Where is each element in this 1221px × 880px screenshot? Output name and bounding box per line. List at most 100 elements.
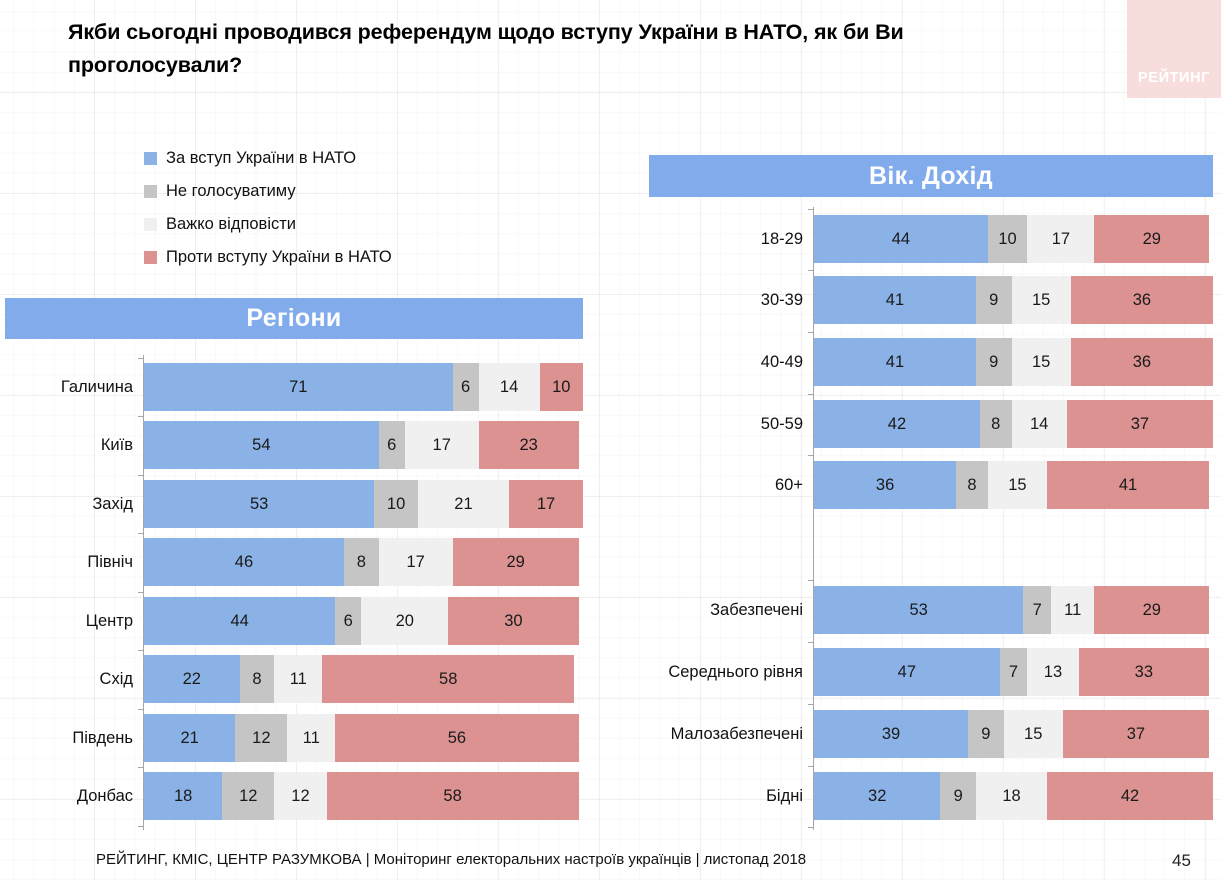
bar-segment: 8 <box>979 400 1012 448</box>
stacked-bar-row: 47 7 13 33 <box>814 648 1213 696</box>
bar-segment-value: 32 <box>868 786 887 805</box>
bar-segment: 71 <box>144 363 453 411</box>
stacked-bar-row: 41 9 15 36 <box>814 276 1213 324</box>
stacked-bar-row: 22 8 11 58 <box>144 655 583 703</box>
bar-category-label: 30-39 <box>760 291 803 309</box>
bar-category-label: 40-49 <box>760 353 803 371</box>
bar-segment: 11 <box>274 655 323 703</box>
legend-item-label: Важко відповісти <box>166 215 297 233</box>
bar-category-label: Бідні <box>766 787 803 805</box>
bar-segment-value: 10 <box>998 229 1017 248</box>
legend-item: За вступ України в НАТО <box>144 142 524 175</box>
bar-segment: 6 <box>335 597 362 645</box>
bar-segment-value: 29 <box>506 552 525 571</box>
stacked-bar-row: 36 8 15 41 <box>814 461 1213 509</box>
bar-category-label: Південь <box>72 729 133 747</box>
bar-segment: 13 <box>1027 648 1079 696</box>
bar-segment: 9 <box>975 338 1012 386</box>
axis-tick <box>808 331 814 333</box>
bar-segment-value: 14 <box>1029 414 1049 433</box>
bar-segment-value: 44 <box>891 229 911 248</box>
bar-segment: 10 <box>539 363 583 411</box>
axis-tick <box>808 208 814 210</box>
bar-segment-value: 9 <box>989 290 999 309</box>
bar-segment-value: 17 <box>1051 229 1071 248</box>
bar-segment-value: 18 <box>1002 786 1021 805</box>
bar-segment: 12 <box>274 772 327 820</box>
axis-tick <box>138 532 144 534</box>
bar-segment: 20 <box>361 597 449 645</box>
bar-segment: 8 <box>343 538 379 586</box>
bar-segment-value: 39 <box>881 724 901 743</box>
bar-segment-value: 44 <box>230 611 249 630</box>
bar-segment-value: 56 <box>447 728 467 747</box>
rating-logo-text: РЕЙТИНГ <box>1138 70 1210 86</box>
bar-segment: 54 <box>144 421 379 469</box>
bar-segment-value: 15 <box>1031 352 1051 371</box>
bar-segment: 33 <box>1078 648 1210 696</box>
bar-segment-value: 58 <box>439 669 458 688</box>
axis-tick <box>808 641 814 643</box>
bar-segment-value: 17 <box>536 494 556 513</box>
bar-segment: 17 <box>404 421 479 469</box>
bar-segment-value: 30 <box>504 611 523 630</box>
legend-item: Не голосуватиму <box>144 175 524 208</box>
right-chart-axis <box>813 207 814 830</box>
stacked-bar-row: 53 10 21 17 <box>144 480 583 528</box>
bar-segment: 30 <box>448 597 579 645</box>
bar-segment-value: 36 <box>1132 352 1152 371</box>
bar-segment: 44 <box>144 597 336 645</box>
bar-segment-value: 7 <box>1032 600 1042 619</box>
bar-segment-value: 13 <box>1043 662 1063 681</box>
axis-tick <box>808 393 814 395</box>
bar-segment: 15 <box>1011 276 1071 324</box>
bar-segment-value: 10 <box>386 494 406 513</box>
bar-segment: 18 <box>144 772 223 820</box>
bar-segment: 7 <box>999 648 1028 696</box>
bar-segment: 53 <box>144 480 375 528</box>
bar-segment-value: 11 <box>289 669 307 688</box>
bar-category-label: Центр <box>85 612 133 630</box>
bar-segment-value: 9 <box>981 724 991 743</box>
axis-tick <box>808 269 814 271</box>
bar-segment-value: 41 <box>885 352 905 371</box>
legend-item: Проти вступу України в НАТО <box>144 241 524 274</box>
bar-segment: 58 <box>322 655 575 703</box>
axis-tick <box>138 357 144 359</box>
bar-category-label: Донбас <box>76 787 133 805</box>
bar-category-label: Малозабезпечені <box>670 725 803 743</box>
stacked-bar-row: 44 6 20 30 <box>144 597 583 645</box>
bar-category-label: Північ <box>87 553 133 571</box>
axis-tick <box>138 474 144 476</box>
bar-category-label: Захід <box>92 495 133 513</box>
axis-tick <box>138 766 144 768</box>
bar-category-label: Схід <box>99 670 133 688</box>
axis-tick <box>808 765 814 767</box>
bar-segment: 36 <box>1070 276 1213 324</box>
stacked-bar-row: 71 6 14 10 <box>144 363 583 411</box>
bar-segment-value: 12 <box>291 786 310 805</box>
bar-segment: 9 <box>975 276 1012 324</box>
bar-segment-value: 14 <box>499 377 519 396</box>
bar-segment-value: 17 <box>432 435 451 454</box>
legend-swatch-icon <box>144 152 157 165</box>
bar-segment-value: 11 <box>302 728 320 747</box>
bar-segment: 18 <box>975 772 1048 820</box>
bar-category-label: 50-59 <box>760 415 803 433</box>
bar-segment-value: 11 <box>1064 600 1082 619</box>
bar-segment: 36 <box>814 461 957 509</box>
footer-source: РЕЙТИНГ, КМІС, ЦЕНТР РАЗУМКОВА | Монітор… <box>96 851 807 868</box>
legend-item-label: За вступ України в НАТО <box>166 149 357 167</box>
legend-item: Важко відповісти <box>144 208 524 241</box>
left-chart-axis <box>143 355 144 830</box>
stacked-bar-row: 54 6 17 23 <box>144 421 583 469</box>
bar-segment-value: 71 <box>289 377 308 396</box>
bar-segment: 36 <box>1070 338 1213 386</box>
bar-category-label: Галичина <box>60 378 133 396</box>
bar-segment-value: 7 <box>1008 662 1019 681</box>
bar-segment-value: 42 <box>887 414 907 433</box>
bar-segment-value: 37 <box>1130 414 1150 433</box>
bar-segment-value: 15 <box>1008 475 1027 494</box>
page-title: Якби сьогодні проводився референдум щодо… <box>68 20 904 77</box>
